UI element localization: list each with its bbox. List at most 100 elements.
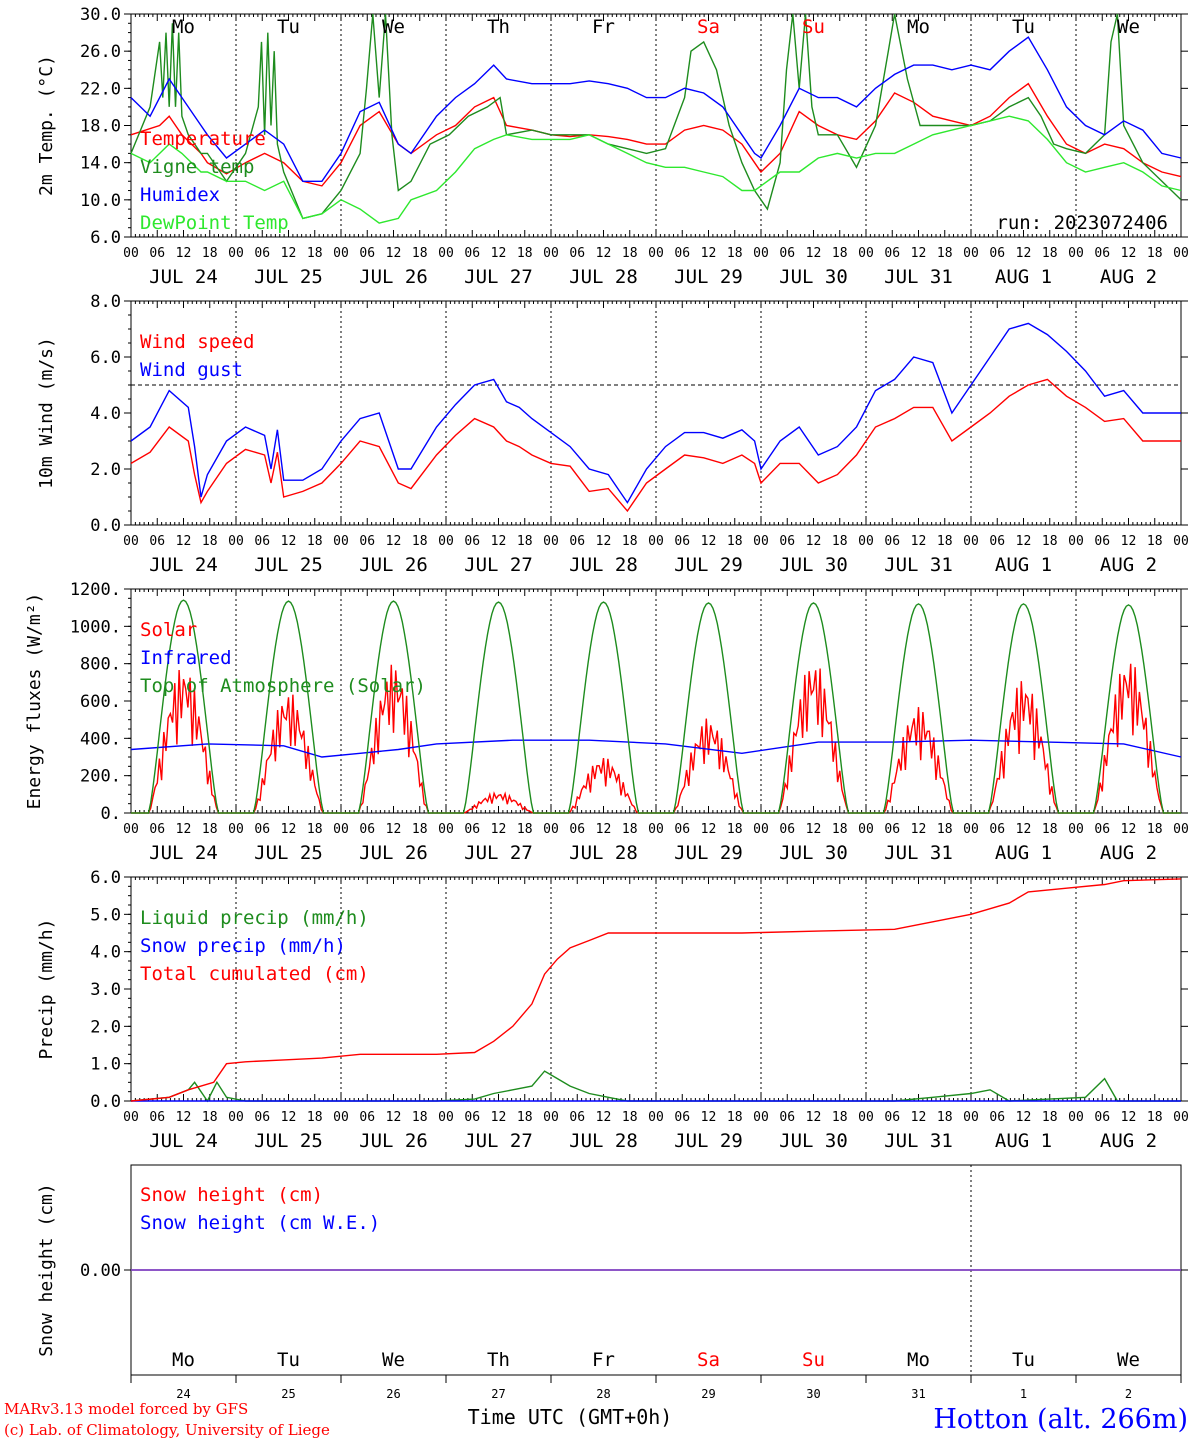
series-infrared bbox=[130, 739, 1182, 758]
x-hour-label: 12 bbox=[386, 246, 402, 261]
x-hour-label: 00 bbox=[543, 1110, 559, 1125]
x-hour-label: 12 bbox=[806, 1110, 822, 1125]
x-hour-label: 12 bbox=[281, 822, 297, 837]
x-hour-label: 06 bbox=[464, 1110, 480, 1125]
x-hour-label: 06 bbox=[464, 822, 480, 837]
weekday-label: Fr bbox=[592, 1349, 615, 1371]
day-number-label: 25 bbox=[281, 1387, 295, 1401]
x-hour-label: 18 bbox=[412, 534, 428, 549]
y-tick-label: 30.0 bbox=[80, 5, 121, 25]
x-day-label: JUL 27 bbox=[464, 842, 533, 864]
x-hour-label: 12 bbox=[806, 534, 822, 549]
x-hour-label: 00 bbox=[228, 1110, 244, 1125]
y-axis-label: Energy fluxes (W/m²) bbox=[24, 593, 45, 810]
x-hour-label: 00 bbox=[543, 822, 559, 837]
weekday-label: Su bbox=[802, 16, 825, 38]
x-hour-label: 12 bbox=[1016, 534, 1032, 549]
weekday-label: Mo bbox=[907, 16, 930, 38]
x-hour-label: 18 bbox=[517, 822, 533, 837]
x-hour-label: 00 bbox=[753, 534, 769, 549]
x-hour-label: 06 bbox=[254, 1110, 270, 1125]
weekday-label: Mo bbox=[907, 1349, 930, 1371]
x-hour-label: 00 bbox=[648, 246, 664, 261]
x-hour-label: 12 bbox=[1121, 246, 1137, 261]
x-hour-label: 18 bbox=[517, 246, 533, 261]
x-hour-label: 18 bbox=[622, 246, 638, 261]
x-hour-label: 06 bbox=[569, 822, 585, 837]
x-hour-label: 12 bbox=[386, 1110, 402, 1125]
x-hour-label: 06 bbox=[1094, 246, 1110, 261]
y-axis-label: Precip (mm/h) bbox=[36, 919, 57, 1060]
x-hour-label: 06 bbox=[359, 246, 375, 261]
x-day-label: JUL 30 bbox=[779, 1130, 848, 1152]
legend-entry: Solar bbox=[140, 619, 197, 641]
x-day-label: JUL 31 bbox=[884, 266, 953, 288]
x-hour-label: 06 bbox=[884, 534, 900, 549]
weekday-label: Th bbox=[487, 1349, 510, 1371]
x-hour-label: 06 bbox=[359, 1110, 375, 1125]
x-hour-label: 00 bbox=[543, 534, 559, 549]
day-number-label: 30 bbox=[806, 1387, 820, 1401]
x-day-label: AUG 1 bbox=[995, 842, 1052, 864]
series-humidex bbox=[130, 36, 1182, 183]
y-axis-label: Snow height (cm) bbox=[36, 1183, 57, 1356]
day-number-label: 24 bbox=[176, 1387, 190, 1401]
panel-4: 00 06 12 18 00 06 12 18 00 06 12 18 00 06 12 18 00 06 12 18… bbox=[36, 868, 1189, 1152]
x-day-label: AUG 2 bbox=[1100, 1130, 1157, 1152]
x-hour-label: 06 bbox=[464, 246, 480, 261]
y-tick-label: 5.0 bbox=[90, 905, 121, 925]
x-hour-label: 18 bbox=[517, 534, 533, 549]
x-hour-label: 06 bbox=[989, 534, 1005, 549]
x-hour-label: 18 bbox=[202, 822, 218, 837]
y-tick-label: 0.0 bbox=[90, 516, 121, 536]
y-tick-label: 1.0 bbox=[90, 1055, 121, 1075]
x-hour-label: 12 bbox=[806, 246, 822, 261]
x-day-label: JUL 28 bbox=[569, 266, 638, 288]
legend-entry: Vigne temp bbox=[140, 156, 254, 178]
legend-entry: Wind gust bbox=[140, 359, 243, 381]
y-tick-label: 1200. bbox=[70, 580, 121, 600]
x-hour-label: 12 bbox=[491, 246, 507, 261]
x-hour-label: 06 bbox=[884, 822, 900, 837]
x-hour-label: 12 bbox=[386, 822, 402, 837]
x-hour-label: 00 bbox=[753, 246, 769, 261]
y-tick-label: 200. bbox=[80, 767, 121, 787]
y-tick-label: 0.00 bbox=[80, 1261, 121, 1281]
series-dewpoint-temp bbox=[130, 115, 1182, 224]
x-hour-label: 18 bbox=[937, 246, 953, 261]
x-hour-label: 18 bbox=[1042, 822, 1058, 837]
weekday-label: Mo bbox=[172, 16, 195, 38]
weekday-label: Su bbox=[802, 1349, 825, 1371]
x-day-label: JUL 25 bbox=[254, 266, 323, 288]
x-day-label: JUL 24 bbox=[149, 554, 218, 576]
x-hour-label: 18 bbox=[832, 1110, 848, 1125]
legend-entry: Snow height (cm) bbox=[140, 1184, 323, 1206]
x-hour-label: 18 bbox=[412, 1110, 428, 1125]
x-hour-label: 06 bbox=[464, 534, 480, 549]
x-hour-label: 12 bbox=[596, 1110, 612, 1125]
x-hour-label: 18 bbox=[937, 822, 953, 837]
legend-entry: Liquid precip (mm/h) bbox=[140, 907, 369, 929]
x-hour-label: 18 bbox=[727, 534, 743, 549]
x-hour-label: 18 bbox=[1147, 822, 1163, 837]
y-tick-label: 0. bbox=[101, 804, 121, 824]
x-hour-label: 00 bbox=[543, 246, 559, 261]
x-hour-label: 00 bbox=[123, 534, 139, 549]
x-day-label: AUG 1 bbox=[995, 1130, 1052, 1152]
x-hour-label: 12 bbox=[491, 534, 507, 549]
y-tick-label: 0.0 bbox=[90, 1092, 121, 1112]
x-hour-label: 00 bbox=[858, 534, 874, 549]
x-hour-label: 12 bbox=[701, 1110, 717, 1125]
x-hour-label: 06 bbox=[989, 822, 1005, 837]
y-tick-label: 14.0 bbox=[80, 154, 121, 174]
x-hour-label: 18 bbox=[937, 534, 953, 549]
x-hour-label: 00 bbox=[858, 1110, 874, 1125]
legend-entry: Total cumulated (cm) bbox=[140, 963, 369, 985]
weekday-label: Fr bbox=[592, 16, 615, 38]
x-hour-label: 00 bbox=[1173, 246, 1189, 261]
x-hour-label: 12 bbox=[911, 1110, 927, 1125]
x-hour-label: 00 bbox=[1068, 246, 1084, 261]
x-day-label: JUL 27 bbox=[464, 266, 533, 288]
x-hour-label: 06 bbox=[359, 822, 375, 837]
y-tick-label: 6.0 bbox=[90, 228, 121, 248]
